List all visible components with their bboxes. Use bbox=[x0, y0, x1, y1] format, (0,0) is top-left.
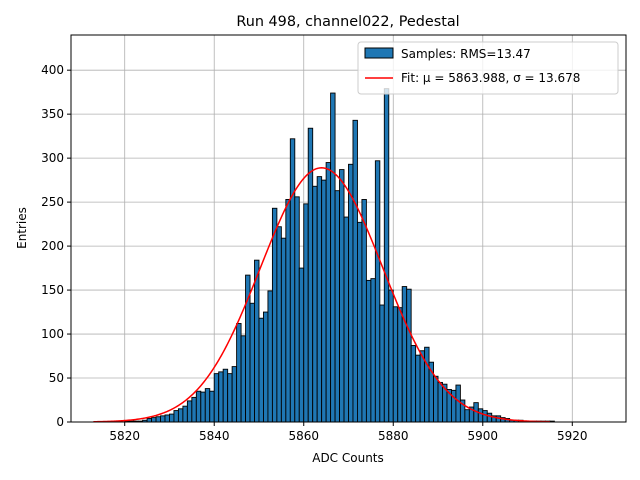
histogram-bar bbox=[267, 290, 273, 423]
legend-label-fit: Fit: μ = 5863.988, σ = 13.678 bbox=[401, 71, 580, 85]
y-tick-label: 250 bbox=[41, 195, 64, 209]
histogram-bar bbox=[173, 410, 179, 423]
histogram-bar bbox=[182, 405, 188, 423]
legend: Samples: RMS=13.47 Fit: μ = 5863.988, σ … bbox=[357, 41, 619, 95]
chart-title: Run 498, channel022, Pedestal bbox=[236, 14, 459, 30]
histogram-bar bbox=[343, 216, 349, 423]
y-tick-label: 50 bbox=[49, 371, 64, 385]
histogram-bar bbox=[151, 417, 157, 423]
histogram-bar bbox=[258, 317, 264, 423]
y-tick-label: 350 bbox=[41, 107, 64, 121]
histogram-bar bbox=[240, 335, 247, 423]
axis-ticks: 5820 5840 5860 5880 5900 5920 0 50 100 150 200 250 3… bbox=[41, 63, 587, 443]
x-tick-label: 5860 bbox=[288, 429, 319, 443]
histogram-bar bbox=[433, 375, 439, 423]
y-tick-label: 200 bbox=[41, 239, 64, 253]
histogram-bar bbox=[236, 323, 242, 423]
legend-box bbox=[357, 41, 619, 95]
histogram-bar bbox=[482, 410, 488, 423]
histogram-bar bbox=[455, 384, 461, 423]
histogram-bar bbox=[276, 226, 282, 423]
histogram-bar bbox=[222, 368, 229, 423]
y-tick-label: 150 bbox=[41, 283, 64, 297]
histogram-bars bbox=[124, 88, 555, 423]
histogram-bar bbox=[330, 92, 336, 423]
histogram-bar bbox=[177, 408, 184, 423]
histogram-bar bbox=[401, 286, 408, 423]
histogram-bar bbox=[218, 371, 224, 423]
histogram-bar bbox=[271, 207, 278, 423]
histogram-bar bbox=[464, 409, 470, 423]
grid-lines bbox=[71, 35, 626, 423]
histogram-bar bbox=[397, 307, 403, 423]
histogram-bar bbox=[155, 416, 161, 423]
histogram-bar bbox=[374, 160, 381, 423]
histogram-bar bbox=[410, 345, 417, 423]
histogram-bar bbox=[254, 259, 260, 423]
x-axis-label: ADC Counts bbox=[312, 451, 384, 465]
histogram-bar bbox=[160, 415, 166, 423]
histogram-bar bbox=[392, 306, 399, 423]
histogram-bar bbox=[415, 354, 421, 423]
histogram-bar bbox=[334, 190, 340, 423]
histogram-bar bbox=[209, 390, 215, 423]
histogram-bar bbox=[186, 400, 193, 423]
histogram-bar bbox=[312, 185, 318, 423]
y-tick-label: 300 bbox=[41, 151, 64, 165]
y-tick-label: 100 bbox=[41, 327, 64, 341]
histogram-bar bbox=[379, 304, 385, 423]
histogram-bar bbox=[169, 413, 175, 423]
histogram-bar bbox=[164, 414, 170, 423]
histogram-bar bbox=[191, 396, 197, 423]
axes-frame bbox=[70, 34, 627, 423]
histogram-bar bbox=[195, 390, 202, 423]
histogram-bar bbox=[249, 302, 255, 423]
histogram-bar bbox=[146, 418, 153, 423]
histogram-bar bbox=[424, 346, 430, 423]
histogram-bar bbox=[321, 179, 327, 423]
histogram-bar bbox=[285, 199, 291, 423]
y-tick-label: 400 bbox=[41, 63, 64, 77]
legend-swatch-samples bbox=[364, 47, 394, 59]
histogram-bar bbox=[263, 311, 269, 423]
histogram-bar bbox=[204, 388, 211, 423]
fit-curve bbox=[93, 167, 550, 423]
histogram-bar bbox=[352, 119, 358, 423]
histogram-bar bbox=[361, 199, 367, 423]
x-tick-label: 5820 bbox=[109, 429, 140, 443]
histogram-bar bbox=[294, 196, 300, 423]
histogram-bar bbox=[477, 408, 484, 423]
x-tick-label: 5920 bbox=[557, 429, 588, 443]
histogram-bar bbox=[437, 381, 443, 423]
histogram-bar bbox=[231, 366, 238, 423]
histogram-bar bbox=[316, 176, 323, 423]
histogram-bar bbox=[383, 88, 390, 423]
histogram-bar bbox=[227, 373, 233, 423]
histogram-bar bbox=[348, 163, 354, 423]
x-tick-label: 5840 bbox=[199, 429, 230, 443]
histogram-bar bbox=[325, 162, 332, 423]
histogram-bar bbox=[406, 288, 412, 423]
histogram-bar bbox=[388, 289, 394, 423]
histogram-bar bbox=[298, 267, 305, 423]
histogram-bar bbox=[419, 350, 426, 423]
histogram-bar bbox=[357, 221, 363, 423]
x-tick-label: 5900 bbox=[468, 429, 499, 443]
y-tick-label: 0 bbox=[56, 415, 64, 429]
histogram-bar bbox=[339, 169, 345, 423]
histogram-bar bbox=[365, 279, 372, 423]
histogram-bar bbox=[370, 278, 376, 423]
histogram-bar bbox=[200, 391, 206, 423]
x-tick-label: 5880 bbox=[378, 429, 409, 443]
histogram-bar bbox=[303, 203, 309, 423]
histogram-bar bbox=[289, 138, 296, 423]
legend-label-samples: Samples: RMS=13.47 bbox=[401, 47, 531, 61]
histogram-bar bbox=[280, 237, 287, 423]
histogram-bar bbox=[213, 373, 220, 423]
y-axis-label: Entries bbox=[15, 207, 29, 249]
histogram-bar bbox=[486, 412, 493, 423]
